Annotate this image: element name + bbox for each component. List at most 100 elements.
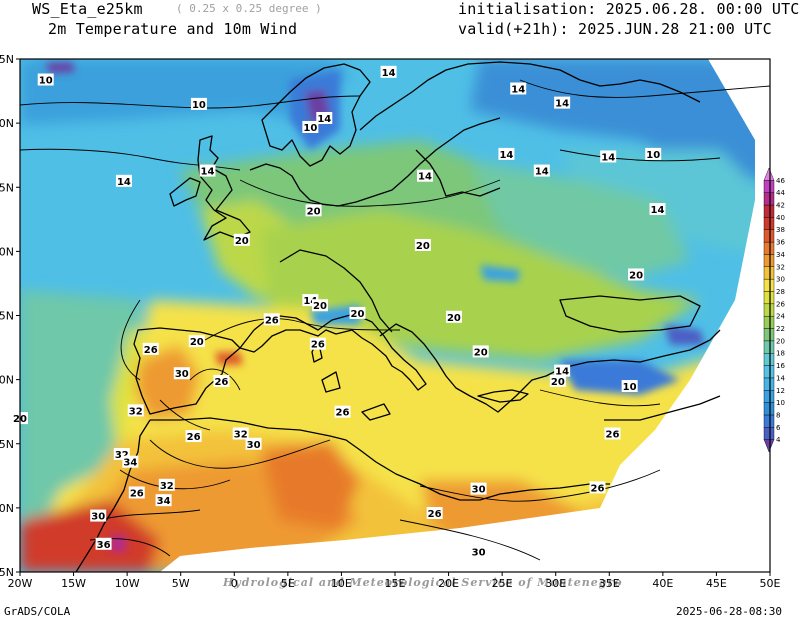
isotherm-label: 14	[601, 152, 615, 163]
x-tick-label: 40E	[652, 577, 673, 590]
colorbar-level-label: 30	[776, 276, 785, 284]
colorbar-level-label: 12	[776, 387, 785, 395]
colorbar-swatch	[763, 266, 775, 280]
x-tick-label: 25E	[492, 577, 513, 590]
temperature-field	[20, 59, 770, 572]
colorbar-level-label: 4	[776, 436, 781, 444]
isotherm-label-bg	[628, 268, 645, 281]
isotherm-label: 26	[265, 315, 279, 326]
y-tick-label: 35N	[0, 438, 14, 451]
x-tick-label: 0	[231, 577, 238, 590]
valid-time: valid(+21h): 2025.JUN.28 21:00 UTC	[458, 20, 772, 38]
isotherm-label: 14	[117, 177, 131, 188]
isotherm-label: 14	[418, 172, 432, 183]
isotherms	[20, 79, 770, 561]
colorbar-swatch	[763, 377, 775, 391]
colorbar-level-label: 42	[776, 202, 785, 210]
colorbar-swatch	[763, 303, 775, 317]
isotherm-label-bg	[470, 482, 487, 495]
isotherm-label-bg	[95, 537, 112, 550]
isotherm-label: 10	[192, 100, 206, 111]
isotherm-label: 10	[39, 76, 53, 87]
colorbar-swatch	[763, 315, 775, 329]
isotherm-label: 26	[336, 408, 350, 419]
isotherm-label-bg	[621, 380, 638, 393]
colorbar-swatch	[763, 365, 775, 379]
x-tick-label: 15E	[385, 577, 406, 590]
colorbar-level-label: 14	[776, 374, 785, 382]
isotherm-label-bg	[127, 404, 144, 417]
isotherm-label: 26	[311, 340, 325, 351]
isotherm-label: 26	[144, 345, 158, 356]
isotherm-label-bg	[472, 345, 489, 358]
colorbar-level-label: 16	[776, 362, 785, 370]
y-tick-label: 30N	[0, 502, 14, 515]
x-tick-label: 45E	[706, 577, 727, 590]
isotherm-label-bg	[309, 337, 326, 350]
colorbar-swatch	[763, 402, 775, 416]
colorbar-level-label: 40	[776, 214, 785, 222]
isotherm-label-bg	[510, 82, 527, 95]
product-name: 2m Temperature and 10m Wind	[48, 20, 298, 38]
colorbar-level-label: 18	[776, 350, 785, 358]
isotherm-label: 32	[234, 429, 248, 440]
colorbar-swatch	[763, 328, 775, 342]
isotherm-label-bg	[213, 374, 230, 387]
colorbar-level-label: 22	[776, 325, 785, 333]
footer-timestamp: 2025-06-28-08:30	[676, 605, 782, 618]
isotherm-label-bg	[380, 65, 397, 78]
isotherm-label: 10	[303, 123, 317, 134]
isotherm-label: 14	[555, 99, 569, 110]
isotherm-label-bg	[554, 96, 571, 109]
x-tick-label: 10W	[115, 577, 140, 590]
isotherm-label-bg	[316, 111, 333, 124]
colorbar-swatch	[763, 241, 775, 255]
coastlines	[75, 61, 721, 572]
colorbar-level-label: 26	[776, 300, 785, 308]
model-name: WS_Eta_e25km	[32, 0, 143, 18]
colorbar-swatch	[763, 217, 775, 230]
isotherm-label-bg	[445, 310, 462, 323]
colorbar-level-label: 36	[776, 239, 785, 247]
isotherm-label-bg	[122, 455, 139, 468]
colorbar-level-label: 32	[776, 263, 785, 271]
isotherm-label-bg	[90, 509, 107, 522]
isotherm-label: 30	[472, 547, 486, 558]
colorbar-swatch	[763, 414, 775, 428]
y-tick-label: 55N	[0, 181, 14, 194]
isotherm-label-bg	[334, 405, 351, 418]
isotherm-label: 20	[307, 206, 321, 217]
isotherm-label-bg	[589, 481, 606, 494]
isotherm-label: 32	[115, 450, 129, 461]
isotherm-label: 14	[555, 367, 569, 378]
y-tick-label: 65N	[0, 53, 14, 66]
y-tick-label: 25N	[0, 566, 14, 579]
y-axis: 25N 30N 35N 40N 45N 50N 55N 60N 65N	[0, 53, 20, 579]
colorbar-swatch	[763, 340, 775, 354]
isotherm-label: 20	[629, 270, 643, 281]
x-tick-label: 15W	[61, 577, 86, 590]
isotherm-label: 20	[313, 301, 327, 312]
isotherm-label-bg	[649, 203, 666, 216]
grid-resolution: ( 0.25 x 0.25 degree )	[176, 2, 322, 15]
isotherm-label: 20	[474, 347, 488, 358]
isotherm-label-bg	[426, 507, 443, 520]
y-tick-label: 50N	[0, 245, 14, 258]
isotherm-label-bg	[155, 494, 172, 507]
isotherm-label-bg	[302, 120, 319, 133]
isotherm-label: 26	[187, 432, 201, 443]
x-tick-label: 20W	[8, 577, 33, 590]
isotherm-label: 32	[129, 406, 143, 417]
colorbar-level-label: 6	[776, 424, 781, 432]
isotherm-label: 14	[201, 167, 215, 178]
isotherm-label-bg	[128, 486, 145, 499]
isotherm-label-bg	[533, 164, 550, 177]
isotherm-label: 26	[130, 488, 144, 499]
isotherm-label: 26	[606, 429, 620, 440]
colorbar-level-label: 44	[776, 189, 785, 197]
colorbar-swatch	[763, 353, 775, 366]
isotherm-label-bg	[158, 478, 175, 491]
colorbar-level-label: 38	[776, 226, 785, 234]
colorbar-level-label: 8	[776, 411, 780, 419]
